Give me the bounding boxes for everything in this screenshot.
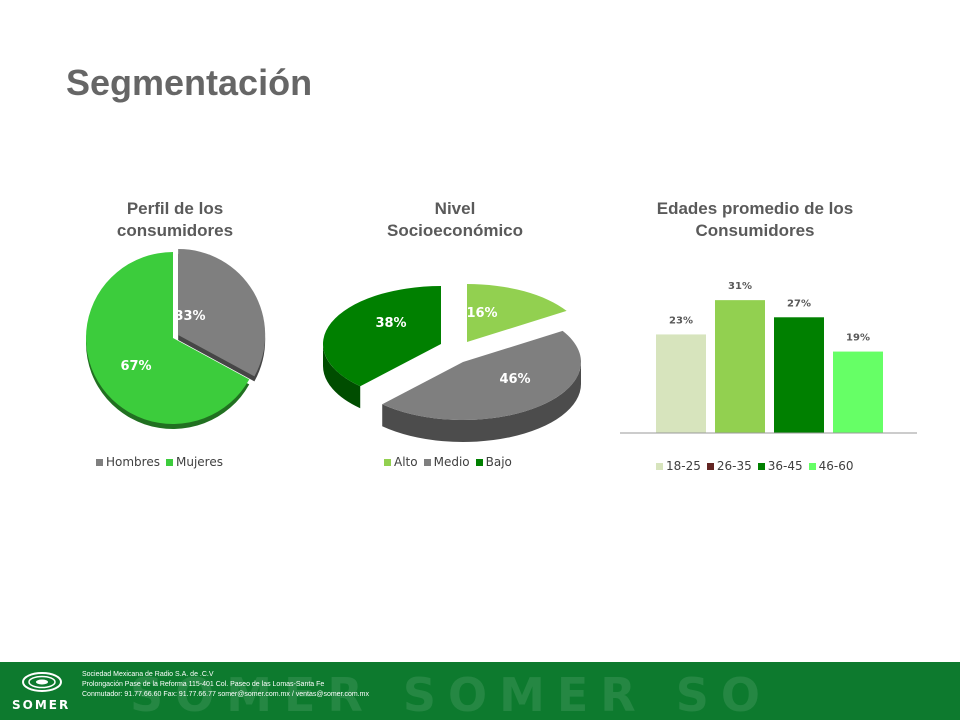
legend-swatch — [96, 458, 103, 466]
bar-26-35 — [715, 300, 765, 433]
data-label: 27% — [787, 298, 811, 309]
pie-slice-bajo — [323, 286, 441, 387]
footer-line-company: Sociedad Mexicana de Radio S.A. de .C.V — [82, 671, 214, 678]
legend-swatch — [808, 462, 816, 470]
legend-label: Hombres — [106, 455, 160, 469]
footer-line-address: Prolongación Pase de la Reforma 115-401 … — [82, 681, 325, 688]
legend-item: Alto — [384, 455, 418, 469]
bar-46-60 — [833, 351, 883, 433]
legend-swatch — [706, 462, 714, 470]
chart-title-edades: Edades promedio de los Consumidores — [630, 198, 880, 242]
chart-title-line: Edades promedio de los — [656, 199, 854, 218]
bar-18-25 — [656, 334, 706, 433]
legend-label: Mujeres — [175, 455, 223, 469]
legend-label: 36-45 — [767, 459, 803, 473]
legend-label: 26-35 — [716, 459, 752, 473]
legend-item: Mujeres — [165, 455, 223, 469]
legend-item: 18-25 — [656, 459, 701, 473]
legend-swatch — [384, 458, 391, 466]
legend-label: 18-25 — [666, 459, 701, 473]
somer-logo-icon — [22, 672, 62, 692]
pie-slice-side — [382, 362, 581, 442]
chart-title-line: Nivel — [434, 199, 476, 218]
chart-title-nivel: Nivel Socioeconómico — [370, 198, 540, 242]
legend-swatch — [475, 458, 483, 466]
pie-slice-mujeres — [86, 252, 250, 424]
chart-title-line: Consumidores — [695, 221, 815, 240]
pie-slice-hombres — [178, 248, 266, 377]
data-label: 67% — [120, 359, 151, 374]
pie-chart-nivel: 16% 46% 38% — [323, 284, 581, 442]
data-label: 16% — [466, 306, 497, 321]
pie-slice-side — [323, 344, 361, 409]
chart-title-line: Perfil de los — [126, 199, 224, 218]
chart-title-perfil: Perfil de los consumidores — [90, 198, 260, 242]
pie-slice-alto — [467, 284, 567, 342]
footer-line-contact: Conmutador: 91.77.66.60 Fax: 91.77.66.77… — [82, 691, 369, 698]
legend-item: Medio — [423, 455, 470, 469]
data-label: 33% — [174, 309, 205, 324]
footer-watermark: SOMER SOMER SO — [130, 668, 772, 720]
data-label: 31% — [728, 281, 752, 292]
legend-item: 26-35 — [706, 459, 752, 473]
legend-swatch — [423, 458, 431, 466]
legend-swatch — [757, 462, 765, 470]
bar-36-45 — [774, 317, 824, 433]
data-label: 23% — [669, 315, 693, 326]
legend-perfil: Hombres Mujeres — [96, 455, 229, 469]
footer-logo-text: SOMER — [12, 698, 71, 712]
data-label: 19% — [846, 333, 870, 344]
legend-label: 46-60 — [818, 459, 854, 473]
legend-label: Bajo — [485, 455, 512, 469]
data-label: 46% — [499, 372, 530, 387]
footer-bar: SOMER SOMER SO SOMER Sociedad Mexicana d… — [0, 662, 960, 720]
legend-swatch — [656, 462, 663, 470]
footer-info: Sociedad Mexicana de Radio S.A. de .C.V … — [82, 670, 369, 700]
legend-item: 36-45 — [757, 459, 803, 473]
legend-item: 46-60 — [808, 459, 854, 473]
legend-edades: 18-25 26-35 36-45 46-60 — [656, 459, 860, 473]
pie-chart-perfil: 33% 67% — [85, 248, 266, 429]
chart-title-line: consumidores — [116, 221, 234, 240]
page-title: Segmentación — [66, 62, 313, 103]
data-label: 38% — [375, 316, 406, 331]
legend-label: Alto — [394, 455, 418, 469]
legend-item: Bajo — [475, 455, 512, 469]
bar-chart-edades: 23% 31% 27% 19% — [620, 281, 917, 434]
legend-nivel: Alto Medio Bajo — [384, 455, 518, 469]
chart-title-line: Socioeconómico — [386, 221, 524, 240]
legend-swatch — [165, 458, 173, 466]
legend-label: Medio — [433, 455, 470, 469]
pie-slice-medio — [382, 330, 581, 420]
legend-item: Hombres — [96, 455, 160, 469]
